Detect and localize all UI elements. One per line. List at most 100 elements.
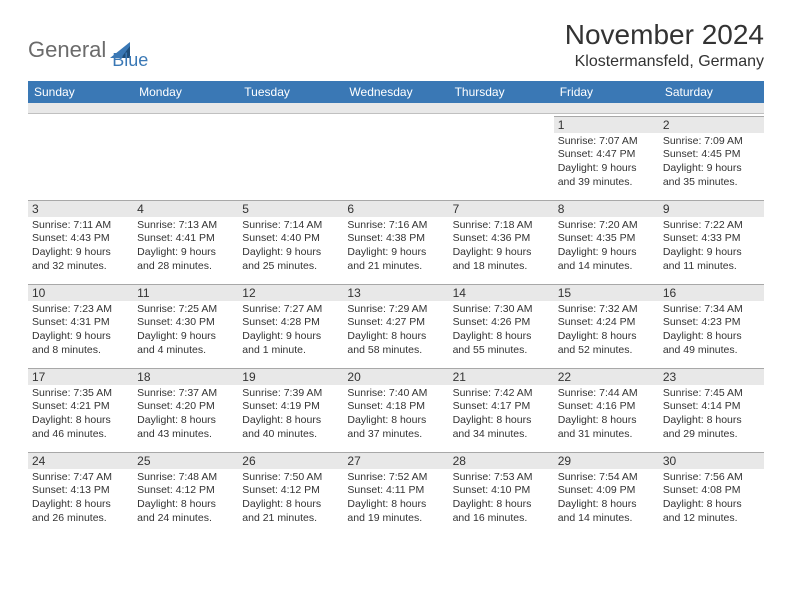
day-detail-line: Daylight: 9 hours (558, 246, 655, 260)
day-detail-line: Sunset: 4:19 PM (242, 400, 339, 414)
day-cell: 4Sunrise: 7:13 AMSunset: 4:41 PMDaylight… (133, 198, 238, 282)
day-number: 9 (659, 200, 764, 217)
day-number: 22 (554, 368, 659, 385)
day-detail-line: and 11 minutes. (663, 260, 760, 274)
day-detail-line: Sunrise: 7:25 AM (137, 303, 234, 317)
day-number: 8 (554, 200, 659, 217)
day-cell: 23Sunrise: 7:45 AMSunset: 4:14 PMDayligh… (659, 366, 764, 450)
day-number: 25 (133, 452, 238, 469)
empty-day (238, 116, 343, 132)
day-detail-line: Sunset: 4:45 PM (663, 148, 760, 162)
week-row: 3 Sunrise: 7:11 AMSunset: 4:43 PM Daylight… (28, 198, 764, 282)
day-cell: 6Sunrise: 7:16 AMSunset: 4:38 PMDaylight… (343, 198, 448, 282)
day-detail-line: Daylight: 9 hours (242, 246, 339, 260)
day-detail-line: Daylight: 8 hours (663, 414, 760, 428)
day-number: 18 (133, 368, 238, 385)
day-cell: 11Sunrise: 7:25 AMSunset: 4:30 PMDayligh… (133, 282, 238, 366)
day-detail-line: Sunrise: 7:07 AM (558, 135, 655, 149)
day-of-week-header: SundayMondayTuesdayWednesdayThursdayFrid… (28, 81, 764, 103)
day-detail-line: and 32 minutes. (32, 260, 129, 274)
day-cell: 21Sunrise: 7:42 AMSunset: 4:17 PMDayligh… (449, 366, 554, 450)
logo-text-blue: Blue (112, 50, 148, 71)
day-detail-line: Sunset: 4:31 PM (32, 316, 129, 330)
day-detail-line: Sunrise: 7:20 AM (558, 219, 655, 233)
day-detail-line: Sunrise: 7:56 AM (663, 471, 760, 485)
day-detail-line: and 29 minutes. (663, 428, 760, 442)
day-detail-line: Sunset: 4:27 PM (347, 316, 444, 330)
day-detail-line: and 14 minutes. (558, 512, 655, 526)
day-detail-line: Sunset: 4:30 PM (137, 316, 234, 330)
day-cell: 5Sunrise: 7:14 AMSunset: 4:40 PMDaylight… (238, 198, 343, 282)
day-detail-line: Sunset: 4:12 PM (242, 484, 339, 498)
day-number: 21 (449, 368, 554, 385)
day-detail-line: Daylight: 8 hours (558, 330, 655, 344)
day-detail-line: Sunrise: 7:13 AM (137, 219, 234, 233)
day-detail-line: Daylight: 8 hours (32, 498, 129, 512)
day-number: 26 (238, 452, 343, 469)
day-number: 11 (133, 284, 238, 301)
day-cell: 10Sunrise: 7:23 AMSunset: 4:31 PMDayligh… (28, 282, 133, 366)
day-detail-line: and 37 minutes. (347, 428, 444, 442)
day-detail-line: Sunrise: 7:48 AM (137, 471, 234, 485)
day-detail-line: and 4 minutes. (137, 344, 234, 358)
day-detail-line: Sunrise: 7:47 AM (32, 471, 129, 485)
day-number: 23 (659, 368, 764, 385)
day-detail-line: Sunset: 4:33 PM (663, 232, 760, 246)
day-detail-line: Sunset: 4:38 PM (347, 232, 444, 246)
day-detail-line: Sunset: 4:17 PM (453, 400, 550, 414)
day-detail-line: Sunset: 4:26 PM (453, 316, 550, 330)
weeks-container: 1Sunrise: 7:07 AMSunset: 4:47 PMDaylight… (28, 114, 764, 534)
day-detail-line: Daylight: 8 hours (347, 414, 444, 428)
empty-day (133, 116, 238, 132)
day-detail-line: Daylight: 8 hours (347, 330, 444, 344)
day-detail-line: Sunset: 4:13 PM (32, 484, 129, 498)
day-detail-line: Sunset: 4:47 PM (558, 148, 655, 162)
day-detail-line: Sunrise: 7:14 AM (242, 219, 339, 233)
day-detail-line: Sunrise: 7:54 AM (558, 471, 655, 485)
day-detail-line: Sunset: 4:43 PM (32, 232, 129, 246)
day-cell: 14Sunrise: 7:30 AMSunset: 4:26 PMDayligh… (449, 282, 554, 366)
day-number: 6 (343, 200, 448, 217)
day-detail-line: Sunset: 4:20 PM (137, 400, 234, 414)
month-title: November 2024 (565, 20, 764, 51)
day-detail-line: Sunrise: 7:39 AM (242, 387, 339, 401)
day-detail-line: Sunrise: 7:22 AM (663, 219, 760, 233)
dow-cell: Thursday (449, 81, 554, 103)
day-detail-line: Sunset: 4:08 PM (663, 484, 760, 498)
day-detail-line: Sunset: 4:14 PM (663, 400, 760, 414)
day-number: 15 (554, 284, 659, 301)
dow-cell: Saturday (659, 81, 764, 103)
day-cell: 24Sunrise: 7:47 AMSunset: 4:13 PMDayligh… (28, 450, 133, 534)
day-cell: 28Sunrise: 7:53 AMSunset: 4:10 PMDayligh… (449, 450, 554, 534)
day-cell: 16Sunrise: 7:34 AMSunset: 4:23 PMDayligh… (659, 282, 764, 366)
logo: General Blue (28, 30, 148, 71)
day-detail-line: Sunrise: 7:44 AM (558, 387, 655, 401)
day-number: 4 (133, 200, 238, 217)
day-cell: 19Sunrise: 7:39 AMSunset: 4:19 PMDayligh… (238, 366, 343, 450)
day-number: 27 (343, 452, 448, 469)
day-detail-line: Daylight: 9 hours (242, 330, 339, 344)
day-cell: 1Sunrise: 7:07 AMSunset: 4:47 PMDaylight… (554, 114, 659, 198)
day-cell (343, 114, 448, 198)
day-detail-line: Sunrise: 7:50 AM (242, 471, 339, 485)
dow-cell: Wednesday (343, 81, 448, 103)
day-cell: 22Sunrise: 7:44 AMSunset: 4:16 PMDayligh… (554, 366, 659, 450)
day-detail-line: Sunset: 4:24 PM (558, 316, 655, 330)
day-cell: 12Sunrise: 7:27 AMSunset: 4:28 PMDayligh… (238, 282, 343, 366)
day-detail-line: Sunrise: 7:52 AM (347, 471, 444, 485)
header: General Blue November 2024 Klostermansfe… (28, 20, 764, 71)
page: General Blue November 2024 Klostermansfe… (0, 0, 792, 544)
day-number: 3 (28, 200, 133, 217)
day-detail-line: Sunrise: 7:35 AM (32, 387, 129, 401)
empty-day (28, 116, 133, 132)
dow-cell: Monday (133, 81, 238, 103)
day-detail-line: Sunset: 4:11 PM (347, 484, 444, 498)
day-detail-line: Sunset: 4:18 PM (347, 400, 444, 414)
week-row: 24Sunrise: 7:47 AMSunset: 4:13 PMDayligh… (28, 450, 764, 534)
day-detail-line: Sunrise: 7:11 AM (32, 219, 129, 233)
day-detail-line: and 21 minutes. (347, 260, 444, 274)
day-detail-line: Daylight: 8 hours (347, 498, 444, 512)
day-number: 17 (28, 368, 133, 385)
day-detail-line: and 8 minutes. (32, 344, 129, 358)
day-detail-line: Sunrise: 7:27 AM (242, 303, 339, 317)
